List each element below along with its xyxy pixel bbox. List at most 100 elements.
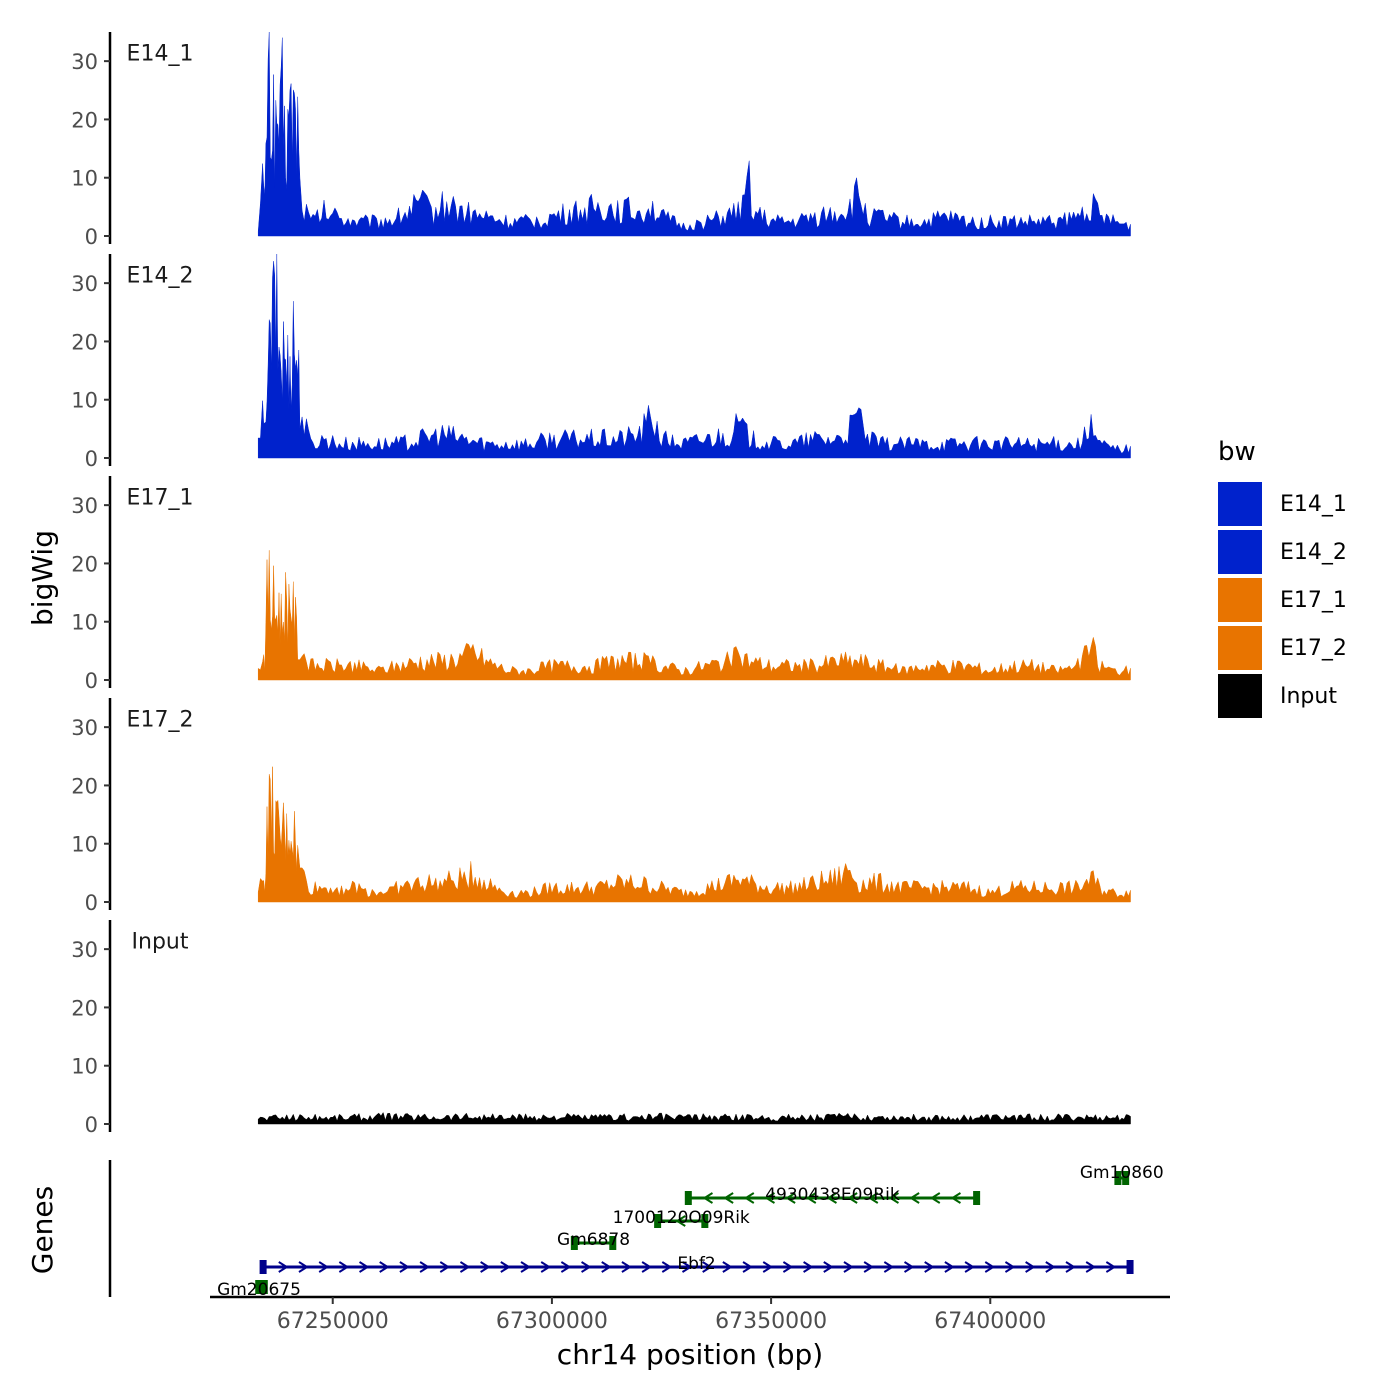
gene-ebf2-strand-arrow [1004,1261,1016,1273]
legend-item: E14_1 [1218,480,1388,528]
gene-ebf2-strand-arrow [803,1261,814,1273]
gene-4930438e09rik-strand-arrow [785,1192,796,1204]
gene-ebf2-strand-arrow [581,1261,592,1273]
track-label-e17-1: E17_1 [127,485,194,510]
gene-ebf2-strand-arrow [560,1261,572,1273]
y-tick-label: 20 [71,774,98,798]
gene-ebf2-strand-arrow [338,1261,350,1273]
y-axis-title: bigWig [26,530,59,626]
legend-item: E17_2 [1218,624,1388,672]
gene-4930438e09rik-strand-arrow [867,1192,879,1204]
legend-item: E14_2 [1218,528,1388,576]
gene-ebf2-strand-arrow [924,1261,935,1273]
gene-ebf2-strand-arrow [681,1261,693,1273]
y-tick-label: 0 [85,891,98,915]
gene-ebf2-strand-arrow [964,1261,975,1273]
signal-area-e17-2 [257,766,1131,903]
gene-ebf2-strand-arrow [298,1261,309,1273]
signal-area-e14-2 [257,253,1131,459]
legend-label: E17_1 [1280,587,1347,613]
legend-swatch [1218,626,1262,670]
gene-4930438e09rik-strand-arrow [929,1192,941,1204]
gene-gm6878-exon [570,1236,578,1250]
gene-4930438e09rik-exon [684,1191,692,1205]
gene-4930438e09rik-strand-arrow [826,1192,837,1204]
gene-ebf2-strand-arrow [984,1261,996,1273]
gene-ebf2-strand-arrow [883,1261,895,1273]
gene-4930438e09rik-strand-arrow [805,1192,817,1204]
gene-4930438e09rik-strand-arrow [723,1192,734,1204]
legend-label: E14_1 [1280,491,1347,517]
legend-swatch [1218,674,1262,718]
gene-ebf2-strand-arrow [782,1261,794,1273]
y-tick-label: 20 [71,108,98,132]
gene-ebf2-strand-arrow [843,1261,854,1273]
y-tick-label: 30 [71,938,98,962]
gene-4930438e09rik-exon [973,1191,981,1205]
gene-ebf2-strand-arrow [742,1261,753,1273]
gene-ebf2-strand-arrow [762,1261,774,1273]
gene-ebf2-strand-arrow [621,1261,632,1273]
gene-gm10860-exon [1114,1171,1122,1185]
y-tick-label: 10 [71,389,98,413]
gene-ebf2-strand-arrow [318,1261,330,1273]
x-axis-title: chr14 position (bp) [557,1338,823,1371]
gene-ebf2-label: Ebf2 [677,1254,715,1274]
gene-ebf2-strand-arrow [358,1261,370,1273]
gene-ebf2-strand-arrow [722,1261,733,1273]
gene-ebf2-strand-arrow [1065,1261,1076,1273]
legend-label: E14_2 [1280,539,1347,565]
y-tick-label: 0 [85,225,98,249]
gene-ebf2-strand-arrow [863,1261,875,1273]
gene-gm6878-exon [609,1236,617,1250]
y-tick-label: 10 [71,1055,98,1079]
gene-ebf2-strand-arrow [823,1261,834,1273]
legend-swatch [1218,482,1262,526]
y-tick-label: 0 [85,1113,98,1137]
gene-1700120o09rik-exon [701,1214,709,1228]
gene-ebf2-strand-arrow [278,1261,289,1273]
gene-4930438e09rik-strand-arrow [702,1192,714,1204]
legend-label: Input [1280,683,1337,709]
legend-swatch [1218,530,1262,574]
y-tick-label: 10 [71,167,98,191]
x-tick-label: 67400000 [934,1309,1046,1334]
y-tick-label: 30 [71,494,98,518]
gene-gm10860-label: Gm10860 [1080,1163,1164,1183]
gene-ebf2-strand-arrow [903,1261,915,1273]
gene-4930438e09rik-strand-arrow [764,1192,775,1204]
gene-1700120o09rik-label: 1700120O09Rik [613,1208,750,1228]
gene-ebf2-strand-arrow [399,1261,410,1273]
track-label-e14-1: E14_1 [127,41,194,66]
gene-gm6878-label: Gm6878 [557,1230,630,1250]
gene-4930438e09rik-strand-arrow [909,1192,920,1204]
gene-ebf2-strand-arrow [480,1261,491,1273]
gene-gm10860-exon [1122,1171,1130,1185]
y-tick-label: 0 [85,447,98,471]
gene-4930438e09rik-strand-arrow [743,1192,755,1204]
gene-4930438e09rik-strand-arrow [847,1192,858,1204]
y-tick-label: 20 [71,996,98,1020]
y-tick-label: 0 [85,669,98,693]
gene-ebf2-strand-arrow [419,1261,430,1273]
gene-ebf2-strand-arrow [379,1261,390,1273]
x-tick-label: 67300000 [496,1309,608,1334]
gene-1700120o09rik-strand-arrow [675,1215,686,1227]
legend: bw E14_1 E14_2 E17_1 E17_2 Input [1218,432,1388,720]
track-label-input: Input [132,929,189,954]
x-tick-label: 67350000 [715,1309,827,1334]
legend-title: bw [1218,437,1256,467]
gene-gm20675-label: Gm20675 [217,1280,301,1300]
y-tick-label: 10 [71,611,98,635]
gene-ebf2-strand-arrow [1085,1261,1097,1273]
gene-gm20675-exon [255,1280,263,1294]
gene-ebf2-strand-arrow [702,1261,713,1273]
gene-ebf2-strand-arrow [944,1261,955,1273]
gene-1700120o09rik-exon [654,1214,662,1228]
gene-ebf2-strand-arrow [1025,1261,1036,1273]
legend-item: Input [1218,672,1388,720]
y-tick-label: 20 [71,552,98,576]
signal-area-input [257,1111,1131,1125]
gene-ebf2-strand-arrow [500,1261,511,1273]
